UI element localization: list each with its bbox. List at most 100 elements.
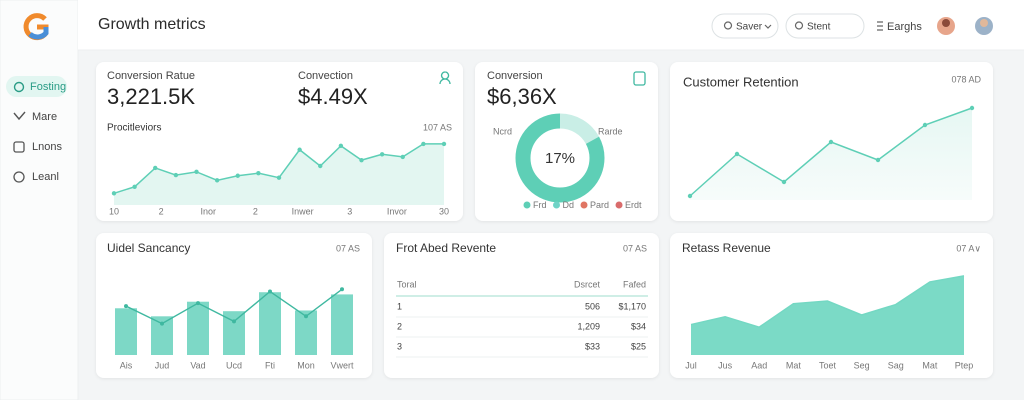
point bbox=[276, 175, 282, 180]
point bbox=[214, 178, 220, 183]
x-tick-label: Inor bbox=[201, 206, 217, 216]
x-tick-label: 2 bbox=[159, 206, 164, 216]
card-title: Customer Retention bbox=[683, 74, 799, 89]
area-fill bbox=[691, 275, 964, 355]
legend-swatch bbox=[615, 201, 623, 209]
point bbox=[379, 152, 385, 157]
card-tag: 07 A∨ bbox=[956, 243, 981, 253]
x-tick-label: Inwer bbox=[292, 206, 314, 216]
search-icon bbox=[794, 21, 804, 30]
table-header: Toral bbox=[397, 279, 417, 289]
table-cell: 3 bbox=[397, 341, 402, 351]
donut-label: Ncrd bbox=[493, 126, 512, 136]
table-cell: $33 bbox=[585, 341, 600, 351]
point bbox=[828, 139, 834, 145]
table-header: Dsrcet bbox=[574, 279, 601, 289]
area-fill bbox=[690, 108, 972, 200]
bar bbox=[295, 310, 317, 355]
point bbox=[734, 151, 740, 157]
point bbox=[232, 319, 236, 324]
nav-item[interactable]: Leanl bbox=[32, 171, 59, 183]
legend-label: Dd bbox=[563, 200, 575, 210]
legend-swatch bbox=[523, 201, 531, 209]
search-box-label[interactable]: Stent bbox=[807, 22, 831, 33]
point bbox=[875, 157, 881, 163]
menu-icon bbox=[877, 21, 883, 31]
card-tag: 107 AS bbox=[423, 122, 452, 132]
point bbox=[268, 289, 272, 294]
area-fill bbox=[114, 143, 444, 205]
point bbox=[256, 170, 261, 176]
user-icon bbox=[439, 71, 451, 85]
x-tick-label: Jul bbox=[685, 360, 697, 370]
x-tick-label: Sag bbox=[888, 360, 904, 370]
search-box[interactable] bbox=[785, 13, 865, 39]
legend-label: Erdt bbox=[625, 200, 642, 210]
donut-segment bbox=[515, 113, 605, 203]
x-tick-label: Ais bbox=[120, 360, 133, 370]
search-select-label[interactable]: Saver bbox=[736, 22, 763, 33]
x-tick-label: Seg bbox=[854, 360, 870, 370]
table-cell: $25 bbox=[631, 341, 646, 351]
search-select[interactable] bbox=[711, 13, 779, 39]
legend-label: Pard bbox=[590, 200, 609, 210]
bar bbox=[151, 316, 173, 355]
nav-item[interactable]: Fosting bbox=[30, 81, 66, 93]
x-tick-label: Ptep bbox=[955, 360, 974, 370]
table-header: Fafed bbox=[623, 279, 646, 289]
donut-center-label: 17% bbox=[545, 150, 575, 167]
header bbox=[78, 0, 1024, 50]
page-title: Growth metrics bbox=[98, 16, 206, 33]
point bbox=[160, 321, 164, 326]
table-cell: 1,209 bbox=[577, 321, 600, 331]
x-tick-label: 3 bbox=[347, 206, 352, 216]
point bbox=[304, 314, 308, 319]
doc-icon bbox=[633, 71, 646, 86]
bar bbox=[259, 292, 281, 355]
chevron bbox=[764, 24, 772, 29]
kpi-label: Conversion Ratue bbox=[107, 70, 195, 82]
x-tick-label: Jud bbox=[155, 360, 170, 370]
point bbox=[318, 163, 323, 169]
table-cell: $1,170 bbox=[618, 301, 646, 311]
x-tick-label: Mat bbox=[786, 360, 802, 370]
bar bbox=[223, 311, 245, 355]
avatar-detail bbox=[980, 19, 988, 27]
x-tick-label: Mon bbox=[297, 360, 315, 370]
point bbox=[687, 193, 693, 199]
nav-item[interactable]: Mare bbox=[32, 111, 57, 123]
x-tick-label: Aad bbox=[751, 360, 767, 370]
nav-item[interactable]: Lnons bbox=[32, 141, 62, 153]
kpi-label: Conversion bbox=[487, 70, 543, 82]
donut-label: Rarde bbox=[598, 126, 623, 136]
table-cell: 506 bbox=[585, 301, 600, 311]
point bbox=[297, 147, 302, 152]
point bbox=[781, 179, 787, 185]
nav-icon bbox=[13, 111, 26, 121]
bar bbox=[187, 301, 209, 355]
nav-active-pill[interactable] bbox=[6, 76, 67, 97]
table-cell: $34 bbox=[631, 321, 646, 331]
legend-swatch bbox=[580, 201, 588, 209]
x-tick-label: Fti bbox=[265, 360, 275, 370]
x-tick-label: 10 bbox=[109, 206, 119, 216]
logo-accent bbox=[28, 27, 49, 40]
point bbox=[124, 304, 128, 309]
bar bbox=[331, 294, 353, 355]
card-title: Frot Abed Revente bbox=[396, 241, 496, 255]
x-tick-label: 30 bbox=[439, 206, 449, 216]
x-tick-label: Mat bbox=[922, 360, 938, 370]
nav-icon bbox=[13, 171, 25, 183]
point bbox=[359, 157, 364, 163]
point bbox=[132, 184, 137, 189]
card-title: Procitleviors bbox=[107, 123, 161, 134]
legend-swatch bbox=[553, 201, 560, 209]
point bbox=[441, 141, 447, 147]
bar bbox=[115, 308, 137, 355]
sidebar bbox=[0, 0, 79, 400]
header-link[interactable]: Earghs bbox=[887, 21, 922, 33]
kpi-label: Convection bbox=[298, 70, 353, 82]
avatar-detail bbox=[942, 19, 950, 27]
point bbox=[969, 105, 975, 111]
card-tag: 07 AS bbox=[336, 243, 360, 253]
